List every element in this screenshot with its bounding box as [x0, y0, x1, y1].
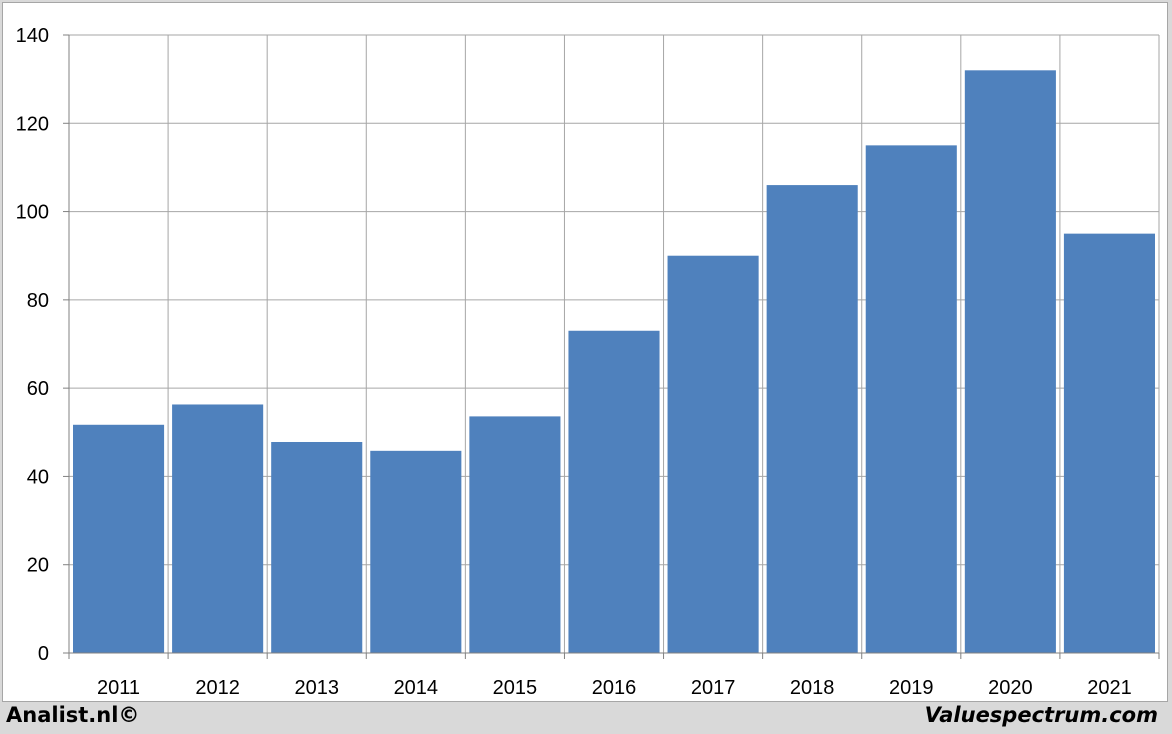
x-tick-label: 2020 — [988, 677, 1033, 699]
x-tick-label: 2021 — [1087, 677, 1132, 699]
bar — [766, 185, 858, 654]
x-tick-label: 2016 — [592, 677, 637, 699]
bar — [469, 416, 561, 653]
y-tick-label: 0 — [38, 643, 49, 665]
y-tick-label: 120 — [16, 113, 49, 135]
x-tick-label: 2014 — [394, 677, 439, 699]
x-tick-label: 2019 — [889, 677, 934, 699]
y-tick-label: 60 — [27, 378, 49, 400]
x-tick-label: 2018 — [790, 677, 835, 699]
bar — [865, 145, 957, 653]
bar — [370, 450, 462, 653]
bar — [271, 441, 363, 653]
footer-credit-right: Valuespectrum.com — [924, 703, 1158, 727]
bar — [964, 70, 1056, 654]
bar-chart: 0 20 40 60 80 100 120 140 2011 2012 2013 2014 2015 20… — [16, 25, 1160, 699]
y-tick-label: 140 — [16, 25, 49, 47]
footer-credit-left: Analist.nl© — [6, 703, 140, 727]
bar — [1063, 233, 1155, 653]
x-tick-label: 2017 — [691, 677, 736, 699]
bar — [667, 255, 759, 653]
bar — [568, 330, 660, 653]
x-tick-label: 2013 — [294, 677, 339, 699]
x-tick-label: 2011 — [97, 677, 140, 699]
x-tick-label: 2015 — [493, 677, 538, 699]
x-tick-label: 2012 — [195, 677, 240, 699]
chart-frame: 0 20 40 60 80 100 120 140 2011 2012 2013 2014 2015 20… — [2, 2, 1168, 702]
y-tick-label: 100 — [16, 202, 49, 224]
y-tick-label: 20 — [27, 555, 49, 577]
y-tick-label: 80 — [27, 290, 49, 312]
bar — [73, 424, 165, 653]
bar — [172, 404, 264, 653]
y-tick-label: 40 — [27, 466, 49, 488]
